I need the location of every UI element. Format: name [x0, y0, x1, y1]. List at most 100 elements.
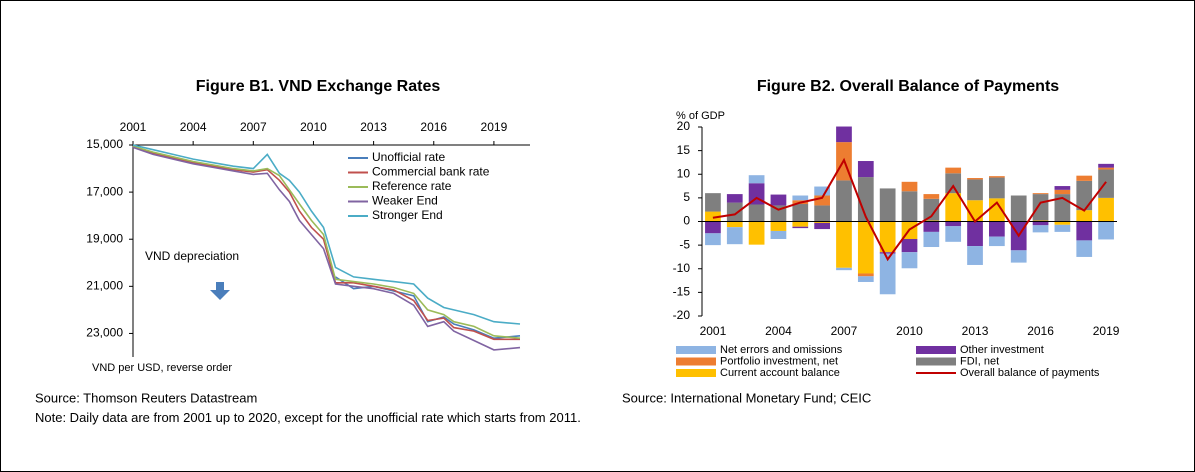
x-tick-label: 2013 — [962, 324, 989, 338]
bar-segment — [727, 227, 743, 244]
bar-segment — [792, 227, 808, 228]
series-line — [336, 277, 521, 338]
legend-label: Reference rate — [372, 179, 452, 193]
chart-title: Figure B2. Overall Balance of Payments — [757, 78, 1059, 95]
bar-segment — [945, 193, 961, 221]
x-tick-label: 2013 — [360, 120, 387, 134]
bar-segment — [1011, 196, 1027, 222]
bar-segment — [858, 276, 874, 282]
y-tick-label: 23,000 — [86, 326, 123, 340]
bar-segment — [902, 182, 918, 191]
x-tick-label: 2019 — [481, 120, 508, 134]
bar-segment — [1098, 198, 1114, 222]
x-tick-label: 2004 — [765, 324, 792, 338]
bar-segment — [945, 222, 961, 227]
y-tick-label: 17,000 — [86, 184, 123, 198]
bar-segment — [902, 252, 918, 268]
x-tick-label: 2016 — [420, 120, 447, 134]
y-tick-label: 5 — [683, 190, 690, 204]
bar-segment — [1055, 225, 1071, 232]
y-tick-label: -20 — [673, 308, 691, 322]
legend-label: Overall balance of payments — [960, 367, 1100, 379]
x-tick-label: 2004 — [180, 120, 207, 134]
legend-swatch — [916, 346, 956, 354]
legend-label: Other investment — [960, 344, 1044, 356]
bar-segment — [967, 178, 983, 179]
bar-segment — [705, 222, 721, 234]
x-tick-label: 2010 — [300, 120, 327, 134]
bar-segment — [945, 173, 961, 193]
legend-label: Current account balance — [720, 367, 840, 379]
x-tick-label: 2007 — [831, 324, 858, 338]
y-tick-label: -15 — [673, 285, 691, 299]
x-tick-label: 2019 — [1093, 324, 1120, 338]
legend-swatch — [676, 346, 716, 354]
bar-segment — [1076, 210, 1092, 221]
bar-segment — [749, 204, 765, 221]
bar-segment — [923, 194, 939, 199]
bar-segment — [945, 226, 961, 242]
x-tick-label: 2007 — [240, 120, 267, 134]
source: Source: Thomson Reuters Datastream — [35, 390, 257, 405]
bar-segment — [792, 196, 808, 201]
legend-label: Portfolio investment, net — [720, 355, 838, 367]
legend-label: FDI, net — [960, 355, 999, 367]
legend-label: Stronger End — [372, 208, 443, 222]
bar-segment — [792, 222, 808, 227]
y-tick-label: 15,000 — [86, 137, 123, 151]
bar-segment — [989, 222, 1005, 237]
bar-segment — [989, 176, 1005, 177]
legend-label: Commercial bank rate — [372, 165, 490, 179]
bar-segment — [1076, 176, 1092, 181]
bar-segment — [967, 222, 983, 247]
legend-label: Weaker End — [372, 194, 438, 208]
legend-swatch — [676, 369, 716, 377]
bar-segment — [945, 168, 961, 174]
bar-segment — [1098, 170, 1114, 198]
bar-segment — [1076, 240, 1092, 257]
figure: Figure B1. VND Exchange Rates VND per US… — [0, 0, 1195, 445]
bar-segment — [836, 127, 852, 143]
legend-label: Unofficial rate — [372, 150, 445, 164]
bar-segment — [705, 233, 721, 245]
bar-segment — [1055, 190, 1071, 194]
bar-segment — [749, 175, 765, 183]
bar-segment — [1076, 222, 1092, 241]
bar-segment — [1033, 193, 1049, 194]
bar-segment — [923, 222, 939, 232]
bar-segment — [1098, 168, 1114, 170]
bar-segment — [989, 178, 1005, 199]
bar-segment — [902, 191, 918, 221]
bar-segment — [792, 204, 808, 221]
bar-segment — [1076, 181, 1092, 210]
legend-swatch — [916, 358, 956, 366]
bar-segment — [771, 222, 787, 231]
bar-segment — [923, 232, 939, 247]
x-tick-label: 2001 — [700, 324, 727, 338]
bar-segment — [836, 222, 852, 268]
y-tick-label: 15 — [677, 143, 691, 157]
bar-segment — [836, 268, 852, 270]
x-tick-label: 2016 — [1027, 324, 1054, 338]
y-axis-label: VND per USD, reverse order — [92, 362, 232, 374]
y-tick-label: -10 — [673, 261, 691, 275]
source: Source: International Monetary Fund; CEI… — [622, 390, 871, 405]
x-tick-label: 2001 — [120, 120, 147, 134]
bar-segment — [727, 203, 743, 222]
bar-segment — [749, 222, 765, 245]
bar-segment — [836, 180, 852, 221]
bar-segment — [1011, 250, 1027, 262]
note: Note: Daily data are from 2001 up to 202… — [35, 409, 625, 426]
bar-segment — [1055, 186, 1071, 190]
y-tick-label: 20 — [677, 119, 691, 133]
chart-title: Figure B1. VND Exchange Rates — [196, 78, 441, 95]
bar-segment — [1033, 222, 1049, 226]
bar-segment — [967, 246, 983, 265]
bar-segment — [902, 239, 918, 252]
legend-label: Net errors and omissions — [720, 344, 843, 356]
annotation: VND depreciation — [145, 249, 239, 263]
bar-segment — [814, 223, 830, 229]
arrow — [210, 282, 230, 300]
bar-segment — [1033, 194, 1049, 220]
bar-segment — [989, 237, 1005, 246]
